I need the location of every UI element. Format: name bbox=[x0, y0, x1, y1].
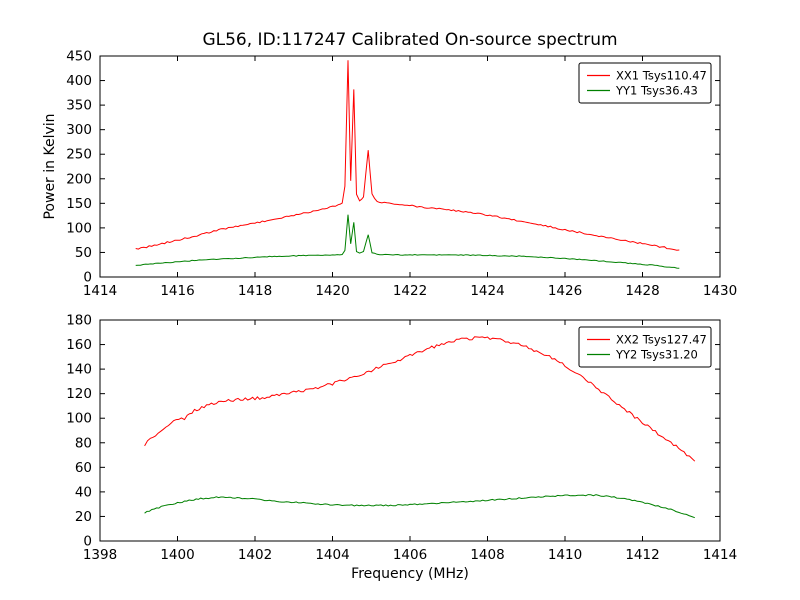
y-tick-label: 50 bbox=[75, 245, 92, 261]
x-tick-label: 1412 bbox=[625, 547, 659, 563]
x-tick-label: 1430 bbox=[703, 283, 737, 299]
y-tick-label: 0 bbox=[83, 534, 92, 550]
x-tick-label: 1398 bbox=[83, 547, 117, 563]
chart-title: GL56, ID:117247 Calibrated On-source spe… bbox=[202, 30, 617, 50]
series-yy2 bbox=[144, 494, 695, 519]
top-axes: 1414 1416 1418 1420 1422 1424 1426 1428 1430 0 50 1… bbox=[42, 30, 737, 299]
legend-label: XX1 Tsys110.47 bbox=[616, 69, 707, 83]
series-yy1 bbox=[135, 214, 680, 269]
x-tick-label: 1420 bbox=[315, 283, 349, 299]
legend-box bbox=[578, 62, 712, 104]
x-tick-label: 1400 bbox=[160, 547, 194, 563]
x-tick-label: 1414 bbox=[703, 547, 737, 563]
x-tick-label: 1404 bbox=[315, 547, 349, 563]
series-xx2 bbox=[144, 336, 696, 462]
x-axis-label: Frequency (MHz) bbox=[351, 566, 469, 582]
x-tick-label: 1428 bbox=[625, 283, 659, 299]
y-tick-label: 200 bbox=[66, 171, 92, 187]
legend-label: YY1 Tsys36.43 bbox=[615, 84, 698, 98]
y-tick-label: 140 bbox=[66, 362, 92, 378]
x-tick-label: 1424 bbox=[470, 283, 504, 299]
x-tick-label: 1416 bbox=[160, 283, 194, 299]
x-tick-label: 1414 bbox=[83, 283, 117, 299]
y-tick-label: 150 bbox=[66, 196, 92, 212]
y-tick-label: 100 bbox=[66, 220, 92, 236]
y-tick-label: 450 bbox=[66, 49, 92, 65]
y-tick-label: 300 bbox=[66, 122, 92, 138]
y-tick-label: 20 bbox=[75, 509, 92, 525]
bottom-axes: 1398 1400 1402 1404 1406 1408 1410 1412 1414 0 20 4… bbox=[66, 313, 737, 583]
legend-label: XX2 Tsys127.47 bbox=[616, 333, 707, 347]
y-tick-label: 100 bbox=[66, 411, 92, 427]
legend-box bbox=[578, 326, 712, 368]
x-tick-label: 1406 bbox=[393, 547, 427, 563]
x-tick-label: 1410 bbox=[548, 547, 582, 563]
y-tick-label: 0 bbox=[83, 270, 92, 286]
x-tick-label: 1426 bbox=[548, 283, 582, 299]
y-tick-label: 350 bbox=[66, 98, 92, 114]
x-tick-label: 1418 bbox=[238, 283, 272, 299]
y-tick-label: 60 bbox=[75, 460, 92, 476]
y-tick-label: 250 bbox=[66, 147, 92, 163]
y-tick-label: 180 bbox=[66, 313, 92, 329]
y-tick-label: 120 bbox=[66, 386, 92, 402]
x-tick-label: 1422 bbox=[393, 283, 427, 299]
y-tick-label: 160 bbox=[66, 337, 92, 353]
legend-label: YY2 Tsys31.20 bbox=[615, 348, 698, 362]
series-xx1 bbox=[135, 60, 680, 251]
x-tick-label: 1402 bbox=[238, 547, 272, 563]
y-tick-label: 400 bbox=[66, 73, 92, 89]
y-axis-label: Power in Kelvin bbox=[42, 113, 58, 219]
y-tick-label: 40 bbox=[75, 484, 92, 500]
y-tick-label: 80 bbox=[75, 435, 92, 451]
x-tick-label: 1408 bbox=[470, 547, 504, 563]
